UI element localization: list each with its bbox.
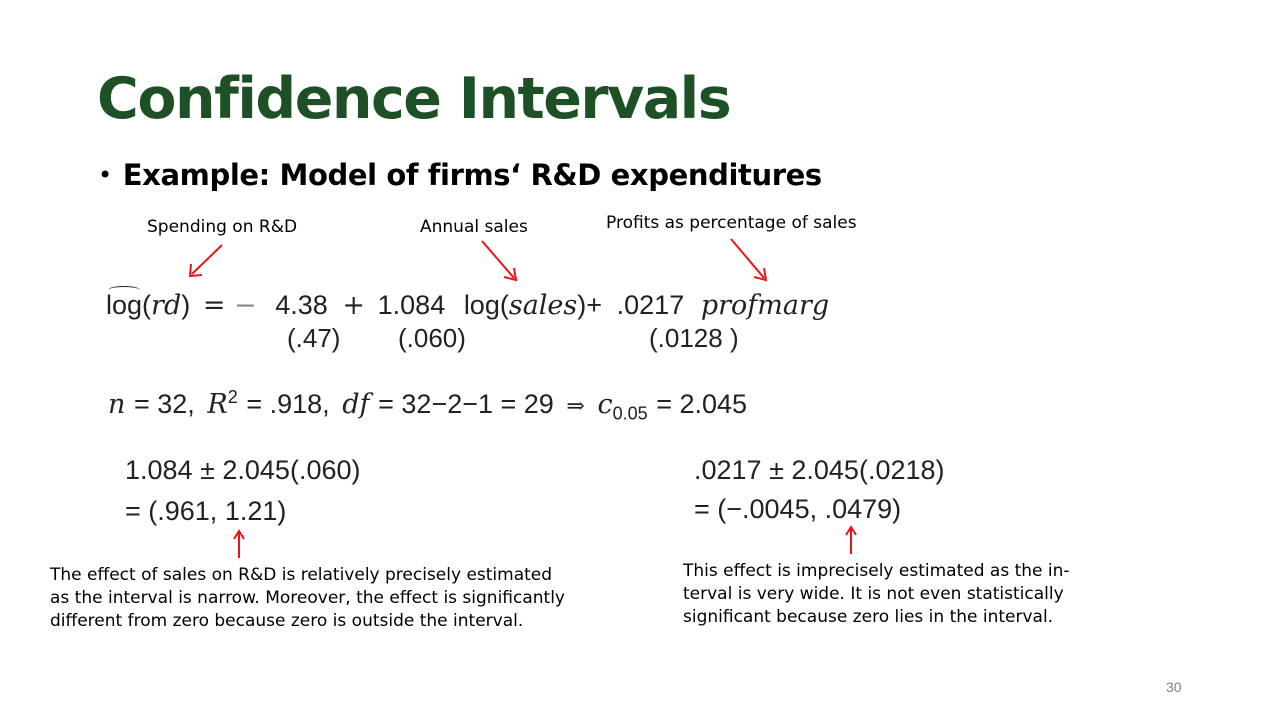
ci-sales-line2: = (.961, 1.21) [125, 496, 287, 526]
note-profmarg-line: terval is very wide. It is not even stat… [683, 584, 1064, 604]
annotation-rd: Spending on R&D [147, 217, 298, 237]
ci-sales-line1: 1.084 ± 2.045(.060) [125, 455, 361, 485]
n-label: n [108, 389, 126, 420]
note-sales-line: different from zero because zero is outs… [50, 611, 524, 631]
n-value: = 32, [133, 389, 195, 419]
minus-sign: − [234, 290, 257, 321]
lhs-rd: rd [151, 290, 182, 321]
r2-value: = .918, [246, 389, 330, 419]
profmarg-var: profmarg [700, 290, 830, 321]
df-label: df [342, 389, 370, 420]
annotation-profmarg: Profits as percentage of sales [606, 213, 857, 233]
note-sales-line: The effect of sales on R&D is relatively… [50, 565, 553, 585]
intercept: 4.38 [275, 290, 328, 320]
note-sales: The effect of sales on R&D is relatively… [50, 564, 565, 633]
se-intercept: (.47) [287, 323, 341, 353]
ci-profmarg-line1: .0217 ± 2.045(.0218) [694, 455, 945, 485]
equals: = [202, 290, 226, 321]
close-plus: )+ [577, 290, 603, 320]
bullet-text: Example: Model of firms‘ R&D expenditure… [122, 158, 822, 192]
se-sales: (.060) [398, 323, 466, 353]
c-sub: 0.05 [612, 403, 648, 424]
regression-equation: log(rd) = − 4.38 + 1.084 log(sales)+ .02… [106, 286, 830, 321]
arrow-sales [481, 240, 518, 282]
arrow-rd [188, 244, 223, 278]
note-sales-line: as the interval is narrow. Moreover, the… [50, 588, 565, 608]
df-value: = 32−2−1 = 29 [378, 389, 554, 419]
annotation-sales: Annual sales [420, 217, 528, 237]
coef-sales: 1.084 [377, 290, 446, 320]
c-value: = 2.045 [656, 389, 748, 419]
note-profmarg: This effect is imprecisely estimated as … [683, 560, 1070, 629]
stats-line: n = 32, R2 = .918, df = 32−2−1 = 29 ⇒ c0… [108, 387, 747, 424]
plus-sign: + [342, 290, 366, 321]
r2-label: R [207, 389, 228, 420]
arrow-ci-sales [233, 529, 245, 558]
lhs-log: log [106, 286, 143, 320]
log-sales-fn: log( [463, 290, 509, 320]
arrow-profmarg [730, 238, 768, 282]
sales-var: sales [508, 290, 578, 321]
page-number: 30 [1166, 679, 1182, 695]
arrow-ci-profmarg [845, 525, 857, 554]
r2-sup: 2 [227, 387, 238, 407]
ci-profmarg-line2: = (−.0045, .0479) [694, 494, 902, 524]
note-profmarg-line: significant because zero lies in the int… [683, 607, 1054, 627]
c-label: c [597, 389, 613, 420]
slide-title: Confidence Intervals [97, 66, 732, 132]
note-profmarg-line: This effect is imprecisely estimated as … [683, 561, 1070, 581]
se-profmarg: (.0128 ) [649, 323, 739, 353]
bullet-point: • Example: Model of firms‘ R&D expenditur… [98, 158, 822, 192]
bullet-dot: • [98, 161, 112, 189]
implies-symbol: ⇒ [566, 394, 585, 419]
coef-profmarg: .0217 [616, 290, 685, 320]
